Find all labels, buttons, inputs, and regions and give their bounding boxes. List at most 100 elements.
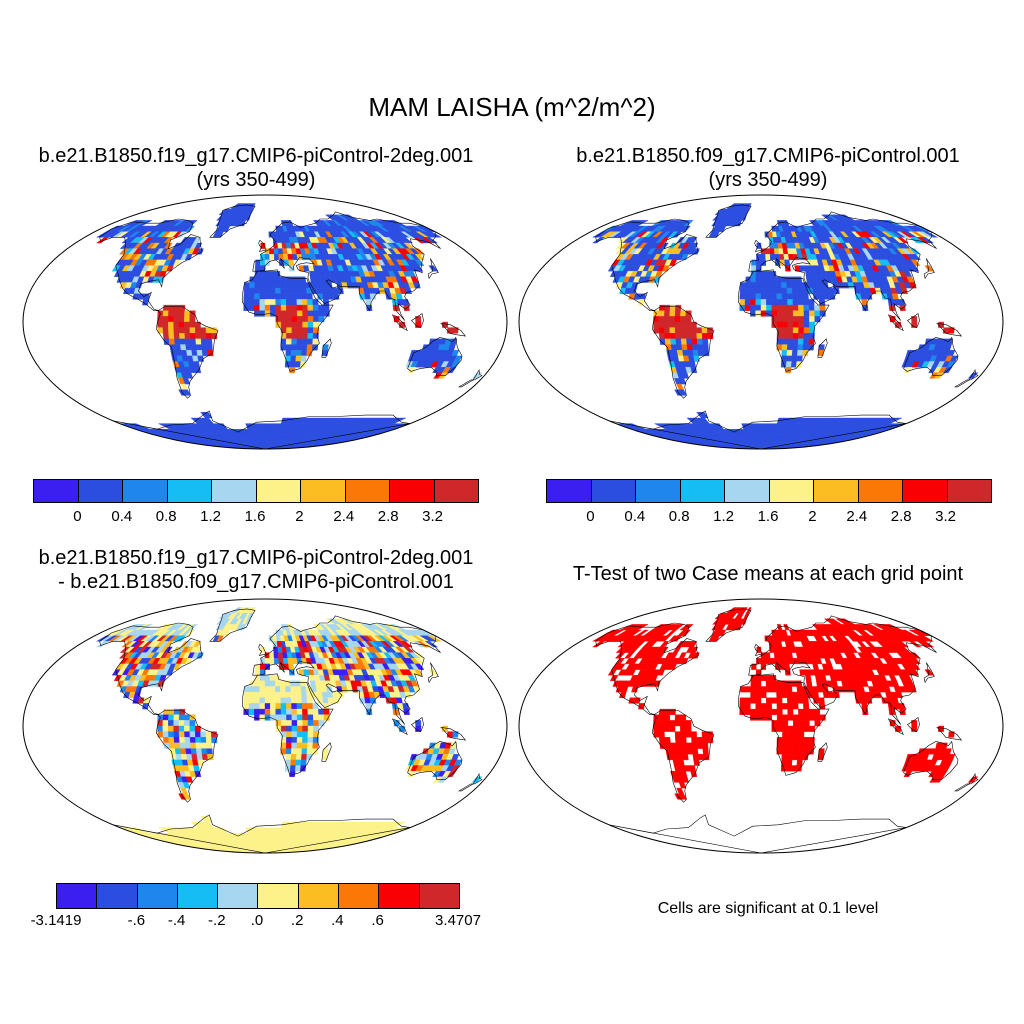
colorbar-swatch [947,480,991,502]
colorbar-tick-label: .0 [250,912,264,929]
colorbar-tick-label: 1.6 [757,508,779,525]
coastline-antarctica [608,814,907,853]
coastline-borneo [411,312,424,328]
coastline-indonesia1 [887,718,904,736]
colorbar-swatch [434,480,478,502]
colorbar-tick-label: 2.4 [333,508,355,525]
main-title: MAM LAISHA (m^2/m^2) [368,92,656,122]
colorbar-tick-label: 2.8 [377,508,399,525]
coastline-newzealand [458,369,483,388]
coastline-samerica [155,710,219,803]
colorbar-swatch [379,884,420,908]
coastline-madagascar [321,338,332,358]
colorbar-tick-label: 1.6 [244,508,266,525]
coastline-eurasia [252,211,441,321]
colorbar-swatch [903,480,948,502]
coastline-newguinea [440,322,467,337]
colorbar-swatch [725,480,770,502]
colorbar-case2 [546,479,992,503]
coastline-uk [258,239,267,252]
colorbar-swatch [419,884,459,908]
land-grid-cells [95,607,483,853]
coastline-australia [903,740,959,780]
coastline-africa [738,673,830,776]
coastline-antarctica [112,814,411,853]
coastlines [99,608,483,853]
land-grid-cells [591,203,979,449]
coastline-indonesia1 [887,314,904,332]
colorbar-swatch [298,884,340,908]
colorbar-swatch [167,480,212,502]
colorbar-swatch [636,480,681,502]
map-panel-case1 [22,194,508,450]
colorbar-tick-label: 3.2 [422,508,444,525]
colorbar-tick-label: .6 [371,912,384,929]
colorbar-swatch [769,480,814,502]
colorbar-swatch [547,480,592,502]
colorbar-swatch [301,480,346,502]
panel1-title-line1: b.e21.B1850.f19_g17.CMIP6-piControl-2deg… [38,145,474,167]
colorbar-swatch [218,884,259,908]
map-border [518,598,1004,854]
coastline-borneo [907,312,920,328]
coastline-eurasia [748,615,937,725]
coastline-uk [754,643,763,656]
colorbar-tick-label: 0 [73,508,82,525]
land-grid-cells [591,607,979,800]
colorbar-swatch [123,480,168,502]
colorbar-swatch [858,480,903,502]
colorbar-swatch [390,480,435,502]
coastlines [595,608,979,853]
colorbar-tick-label: 3.2 [935,508,957,525]
colorbar-case1-ticks: 0 0.4 0.8 1.2 1.6 2 2.4 2.8 3.2 [33,508,477,528]
colorbar-tick-label: -.2 [208,912,226,929]
coastline-borneo [907,716,920,732]
coastline-newzealand [954,369,979,388]
panel2-title: b.e21.B1850.f09_g17.CMIP6-piControl.001 … [512,144,1024,192]
colorbar-swatch [258,884,299,908]
colorbar-tick-label: -.6 [127,912,146,929]
colorbar-swatch [137,884,178,908]
coastline-antarctica [112,410,411,449]
coastline-namerica [99,218,203,311]
colorbar-swatch [34,480,79,502]
coastline-madagascar [321,742,332,762]
colorbar-swatch [345,480,390,502]
coastlines [99,204,483,449]
panel2-title-line1: b.e21.B1850.f09_g17.CMIP6-piControl.001 [576,145,960,167]
colorbar-swatch [256,480,301,502]
colorbar-swatch [177,884,219,908]
coastline-australia [903,336,959,376]
coastline-greenland [705,608,752,642]
map-panel-ttest [518,598,1004,854]
colorbar-swatch [97,884,138,908]
coastline-newguinea [440,726,467,741]
colorbar-swatch [814,480,859,502]
coastline-japan [427,258,439,280]
panel3-title: b.e21.B1850.f19_g17.CMIP6-piControl-2deg… [0,546,512,594]
coastline-indonesia1 [391,314,408,332]
map-panel-case2 [518,194,1004,450]
significance-note: Cells are significant at 0.1 level [657,900,879,917]
colorbar-tick-label: 2.8 [890,508,912,525]
coastline-samerica [155,306,219,399]
panel1-title-line2: (yrs 350-499) [196,169,316,191]
coastline-samerica [651,306,715,399]
colorbar-difference [56,883,460,909]
colorbar-tick-label: .4 [331,912,344,929]
colorbar-case1 [33,479,479,503]
colorbar-tick-label: 3.4707 [435,912,481,929]
colorbar-tick-label: 1.2 [200,508,222,525]
coastline-africa [242,269,334,372]
colorbar-swatch [680,480,725,502]
colorbar-tick-label: 0.8 [155,508,177,525]
colorbar-tick-label: 2.4 [846,508,868,525]
coastline-uk [754,239,763,252]
map-border [22,598,508,854]
coastline-madagascar [817,742,828,762]
coastline-namerica [99,622,203,715]
coastline-newzealand [458,773,483,792]
coastline-newguinea [936,726,963,741]
colorbar-tick-label: -3.1419 [30,912,82,929]
coastline-indonesia1 [391,718,408,736]
